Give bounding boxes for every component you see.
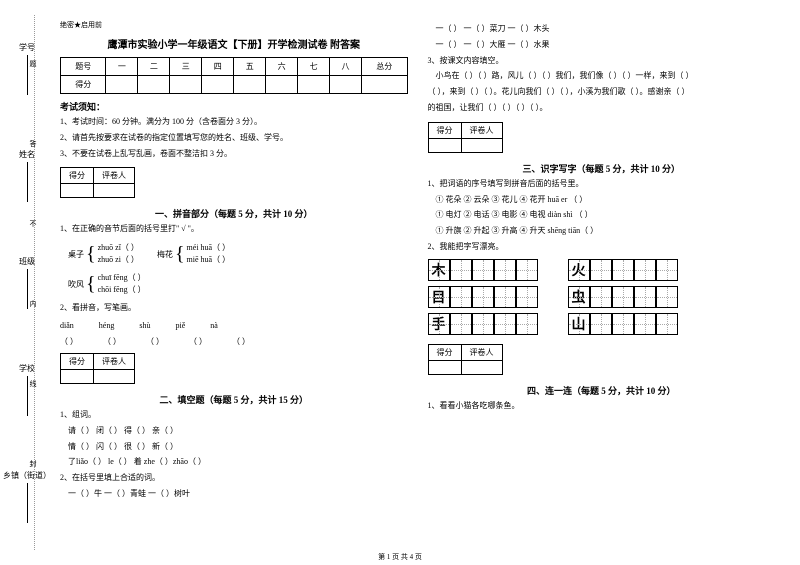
sec3-q1: 1、把词语的序号填写到拼音后面的括号里。 — [428, 178, 776, 191]
binding-margin: 学号 姓名 班级 学校 乡镇（街道） — [8, 15, 46, 550]
pair3-label: 吹风 — [68, 279, 84, 290]
notice-3: 3、不要在试卷上乱写乱画，卷面不整洁扣 3 分。 — [60, 148, 408, 161]
sec1-q2: 2、看拼音，写笔画。 — [60, 302, 408, 315]
page-footer: 第 1 页 共 4 页 — [0, 552, 800, 562]
sec3-r1: ① 花朵 ② 云朵 ③ 花儿 ④ 花开 huā er （ ） — [428, 194, 776, 207]
th-9: 总分 — [362, 58, 407, 76]
cutmark-5: 答 — [28, 140, 38, 147]
th-8: 八 — [330, 58, 362, 76]
brace-icon: { — [86, 249, 96, 259]
left-column: 绝密★启用前 鹰潭市实验小学一年级语文【下册】开学检测试卷 附答案 题号 一 二… — [50, 20, 418, 557]
sec2-r3: 了liǎo（ ） le（ ） 着 zhe（ ）zhāo（ ） — [60, 456, 408, 469]
cut-line — [34, 15, 35, 550]
page: 绝密★启用前 鹰潭市实验小学一年级语文【下册】开学检测试卷 附答案 题号 一 二… — [0, 0, 800, 565]
th-4: 四 — [202, 58, 234, 76]
score-box-3: 得分评卷人 — [428, 122, 503, 153]
th-1: 一 — [106, 58, 138, 76]
score-box-1: 得分评卷人 — [60, 167, 135, 198]
th-2: 二 — [138, 58, 170, 76]
sec3-r2: ① 电灯 ② 电话 ③ 电影 ④ 电视 diàn shì （ ） — [428, 209, 776, 222]
notice-2: 2、请首先按要求在试卷的指定位置填写您的姓名、班级、学号。 — [60, 132, 408, 145]
brace-row-2: 吹风 { chuī fēng（ ）chōi fēng（ ） — [60, 269, 408, 299]
binding-field-2: 学校 — [19, 363, 35, 416]
rt-r2: 一（ ） 一（ ）大雁 一（ ）水果 — [428, 39, 776, 52]
brace-icon: { — [86, 279, 96, 289]
sec3-title: 三、识字写字（每题 5 分，共计 10 分） — [428, 162, 776, 175]
char-cell: 目 — [428, 286, 450, 308]
cutmark-6: 题 — [28, 60, 38, 67]
secret-label: 绝密★启用前 — [60, 20, 408, 30]
grid-row-3: 手 山 — [428, 313, 776, 335]
sec2-r2: 情（ ） 闪（ ） 很（ ） 新（ ） — [60, 441, 408, 454]
th-0: 题号 — [61, 58, 106, 76]
score-box-4: 得分评卷人 — [428, 344, 503, 375]
char-cell: 火 — [568, 259, 590, 281]
brace-row-1: 桌子 { zhuō zǐ（ ）zhuō zi（ ） 梅花 { méi huā（ … — [60, 239, 408, 269]
page-title: 鹰潭市实验小学一年级语文【下册】开学检测试卷 附答案 — [60, 36, 408, 51]
grid-row-1: 木 火 — [428, 259, 776, 281]
binding-field-5: 学号 — [19, 42, 35, 95]
th-7: 七 — [298, 58, 330, 76]
sec2-q1: 1、组词。 — [60, 409, 408, 422]
grid-row-2: 目 虫 — [428, 286, 776, 308]
binding-field-1: 乡镇（街道） — [3, 470, 51, 523]
score-table: 题号 一 二 三 四 五 六 七 八 总分 得分 — [60, 57, 408, 94]
sec2-title: 二、填空题（每题 5 分，共计 15 分） — [60, 393, 408, 406]
cutmark-1: 封 — [28, 460, 38, 467]
th-6: 六 — [266, 58, 298, 76]
sec2-row2: 一（ ）牛 一（ ）青蛙 一（ ）树叶 — [60, 488, 408, 501]
notice-header: 考试须知： — [60, 100, 408, 113]
row2-label: 得分 — [61, 76, 106, 94]
pinyin-row: diǎn héng shù piě nà — [60, 321, 408, 330]
char-cell: 手 — [428, 313, 450, 335]
sec1-q1: 1、在正确的音节后面的括号里打" √ "。 — [60, 223, 408, 236]
rt-p1: 小鸟在（ ）（ ）路，风儿（ ）（ ）我们，我们像（ ）（ ）一样，来到（ ） — [428, 70, 776, 83]
pair2-label: 梅花 — [157, 249, 173, 260]
char-cell: 虫 — [568, 286, 590, 308]
sec1-title: 一、拼音部分（每题 5 分，共计 10 分） — [60, 207, 408, 220]
sec2-q2: 2、在括号里填上合适的词。 — [60, 472, 408, 485]
score-box-2: 得分评卷人 — [60, 353, 135, 384]
cutmark-4: 不 — [28, 220, 38, 227]
cutmark-2: 线 — [28, 380, 38, 387]
th-5: 五 — [234, 58, 266, 76]
pair1-label: 桌子 — [68, 249, 84, 260]
binding-field-4: 姓名 — [19, 149, 35, 202]
sec4-title: 四、连一连（每题 5 分，共计 10 分） — [428, 384, 776, 397]
char-cell: 木 — [428, 259, 450, 281]
rt-p2: （ ），来到（ ）（ ）。花儿向我们（ ）（ ），小溪为我们歌（ ）。感谢亲（ … — [428, 86, 776, 99]
cutmark-3: 内 — [28, 300, 38, 307]
brace-icon: { — [175, 249, 185, 259]
sec2-r1: 请（ ） 闭（ ） 得（ ） 亲（ ） — [60, 425, 408, 438]
th-3: 三 — [170, 58, 202, 76]
rt-r1: 一（ ） 一（ ）菜刀 一（ ）木头 — [428, 23, 776, 36]
sec4-q1: 1、看看小猫各吃哪条鱼。 — [428, 400, 776, 413]
sec3-r3: ① 升旗 ② 升起 ③ 升高 ④ 升天 shēng tiān（ ） — [428, 225, 776, 238]
notice-1: 1、考试时间：60 分钟。满分为 100 分（含卷面分 3 分）。 — [60, 116, 408, 129]
right-column: 一（ ） 一（ ）菜刀 一（ ）木头 一（ ） 一（ ）大雁 一（ ）水果 3、… — [418, 20, 786, 557]
sec3-q2: 2、我能把字写漂亮。 — [428, 241, 776, 254]
paren-row: （ ）（ ）（ ）（ ）（ ） — [60, 336, 408, 347]
char-cell: 山 — [568, 313, 590, 335]
rt-p3: 的祖国，让我们（ ）（ ）（ ）（ ）。 — [428, 102, 776, 115]
rt-q3: 3、按课文内容填空。 — [428, 55, 776, 68]
